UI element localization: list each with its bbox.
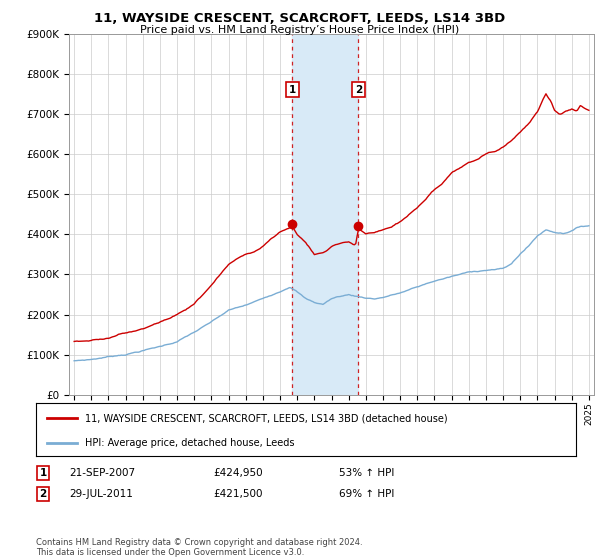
Bar xyxy=(292,34,358,395)
Text: 11, WAYSIDE CRESCENT, SCARCROFT, LEEDS, LS14 3BD: 11, WAYSIDE CRESCENT, SCARCROFT, LEEDS, … xyxy=(94,12,506,25)
Text: 2: 2 xyxy=(40,489,47,499)
Text: £421,500: £421,500 xyxy=(213,489,263,499)
Text: 53% ↑ HPI: 53% ↑ HPI xyxy=(339,468,394,478)
Text: 11, WAYSIDE CRESCENT, SCARCROFT, LEEDS, LS14 3BD (detached house): 11, WAYSIDE CRESCENT, SCARCROFT, LEEDS, … xyxy=(85,413,447,423)
Text: £424,950: £424,950 xyxy=(213,468,263,478)
Text: 69% ↑ HPI: 69% ↑ HPI xyxy=(339,489,394,499)
Text: 1: 1 xyxy=(40,468,47,478)
Text: HPI: Average price, detached house, Leeds: HPI: Average price, detached house, Leed… xyxy=(85,438,294,448)
Text: 2: 2 xyxy=(355,85,362,95)
Text: Price paid vs. HM Land Registry’s House Price Index (HPI): Price paid vs. HM Land Registry’s House … xyxy=(140,25,460,35)
Text: 1: 1 xyxy=(289,85,296,95)
Text: 29-JUL-2011: 29-JUL-2011 xyxy=(69,489,133,499)
Text: Contains HM Land Registry data © Crown copyright and database right 2024.
This d: Contains HM Land Registry data © Crown c… xyxy=(36,538,362,557)
Text: 21-SEP-2007: 21-SEP-2007 xyxy=(69,468,135,478)
